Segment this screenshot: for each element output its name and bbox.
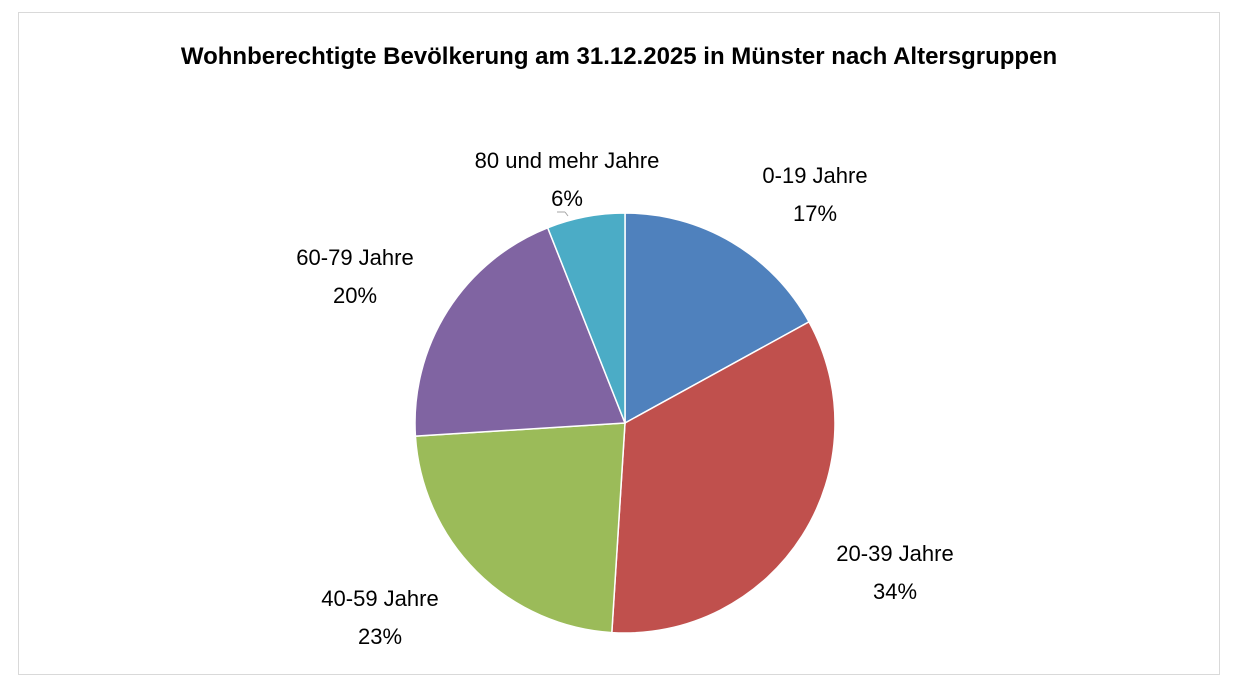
pie-slice	[546, 212, 626, 424]
chart-title: Wohnberechtigte Bevölkerung am 31.12.202…	[180, 43, 1058, 70]
category-label: 20-39 Jahre	[836, 541, 953, 566]
value-label: 34%	[873, 579, 917, 604]
value-label: 23%	[358, 624, 402, 649]
pie	[414, 212, 836, 634]
data-label: 40-59 Jahre 23%	[321, 586, 438, 649]
value-label: 20%	[333, 283, 377, 308]
value-label: 6%	[551, 186, 583, 211]
category-label: 40-59 Jahre	[321, 586, 438, 611]
leader-line	[564, 211, 569, 217]
data-label: 0-19 Jahre 17%	[762, 163, 867, 226]
pie-slice	[611, 320, 836, 634]
category-label: 0-19 Jahre	[762, 163, 867, 188]
data-label: 60-79 Jahre 20%	[296, 245, 413, 308]
data-label: 20-39 Jahre 34%	[836, 541, 953, 604]
data-label: 80 und mehr Jahre 6%	[475, 148, 660, 211]
value-label: 17%	[793, 201, 837, 226]
pie-slice	[414, 422, 626, 634]
category-label: 80 und mehr Jahre	[475, 148, 660, 173]
labels: 0-19 Jahre 17% 20-39 Jahre 34% 40-59 Jahre 23…	[296, 148, 953, 649]
pie-slice	[624, 212, 811, 425]
category-label: 60-79 Jahre	[296, 245, 413, 270]
pie-slice	[414, 226, 627, 437]
